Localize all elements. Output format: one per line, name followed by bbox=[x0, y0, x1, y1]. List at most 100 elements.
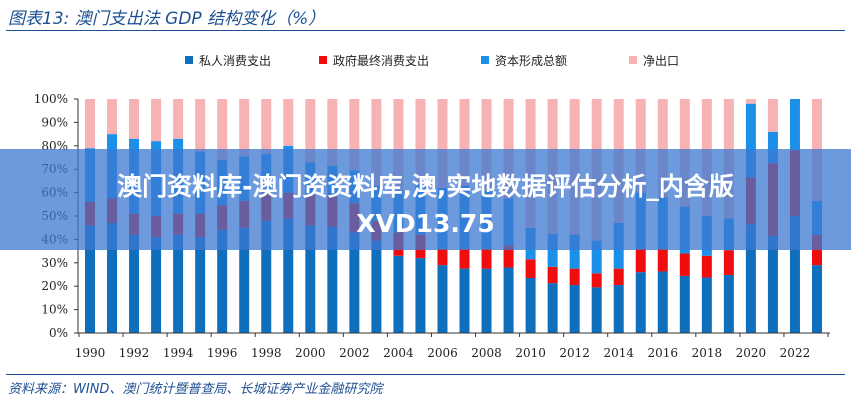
chart-title: 图表13: 澳门支出法 GDP 结构变化（%） bbox=[8, 9, 326, 29]
bar-segment bbox=[195, 237, 206, 333]
bar-segment bbox=[393, 99, 404, 191]
bar-segment bbox=[745, 224, 756, 333]
x-tick-label: 1998 bbox=[251, 346, 282, 360]
bar-segment bbox=[613, 285, 624, 333]
x-tick-label: 2022 bbox=[780, 346, 811, 360]
bar-segment bbox=[283, 99, 294, 146]
bar-segment bbox=[591, 273, 602, 288]
bar-segment bbox=[459, 248, 470, 269]
x-tick-label: 1994 bbox=[163, 346, 194, 360]
bar-segment bbox=[503, 99, 514, 199]
bar-segment bbox=[371, 99, 382, 186]
overlay-banner: 澳门资料库-澳门资资料库,澳,实地数据评估分析_内含版 XVD13.75 bbox=[0, 149, 851, 250]
banner-line-2: XVD13.75 bbox=[356, 209, 495, 238]
bar-segment bbox=[701, 277, 712, 333]
bar-segment bbox=[547, 234, 558, 267]
bar-segment bbox=[151, 237, 162, 333]
bar-segment bbox=[195, 99, 206, 152]
x-tick-label: 2016 bbox=[648, 346, 679, 360]
bar-segment bbox=[701, 255, 712, 278]
title-divider bbox=[6, 30, 845, 31]
y-tick-label: 0% bbox=[49, 326, 68, 340]
bar-segment bbox=[525, 278, 536, 333]
bar-segment bbox=[173, 99, 184, 139]
legend-label: 净出口 bbox=[643, 54, 679, 68]
bar-segment bbox=[723, 250, 734, 275]
legend-swatch bbox=[481, 56, 489, 64]
y-tick-label: 10% bbox=[41, 303, 68, 317]
bar-segment bbox=[789, 99, 800, 151]
bar-segment bbox=[767, 131, 778, 164]
bar-segment bbox=[569, 268, 580, 286]
bar-segment bbox=[85, 225, 95, 333]
bar-segment bbox=[151, 99, 162, 142]
bar-segment bbox=[415, 99, 426, 184]
bar-segment bbox=[217, 99, 228, 160]
bar-segment bbox=[217, 230, 228, 333]
bar-segment bbox=[503, 267, 514, 333]
bar-segment bbox=[635, 272, 646, 333]
bar-segment bbox=[767, 99, 778, 132]
bar-segment bbox=[679, 253, 690, 276]
x-tick-label: 1996 bbox=[207, 346, 238, 360]
bar-segment bbox=[261, 220, 272, 333]
x-tick-label: 2008 bbox=[471, 346, 502, 360]
bar-segment bbox=[481, 248, 492, 269]
bar-segment bbox=[591, 240, 602, 274]
x-tick-label: 1992 bbox=[119, 346, 150, 360]
bar-segment bbox=[327, 226, 338, 333]
bar-segment bbox=[129, 99, 140, 139]
bar-segment bbox=[459, 99, 470, 186]
bar-segment bbox=[569, 234, 580, 269]
y-tick-label: 90% bbox=[41, 115, 68, 129]
legend-label: 资本形成总额 bbox=[495, 54, 567, 68]
bar-segment bbox=[481, 268, 492, 333]
bar-segment bbox=[635, 248, 646, 273]
bar-segment bbox=[569, 285, 580, 333]
bar-segment bbox=[657, 248, 668, 272]
bar-segment bbox=[393, 255, 404, 333]
y-tick-label: 30% bbox=[41, 256, 68, 270]
bar-segment bbox=[745, 99, 756, 104]
bar-segment bbox=[657, 99, 668, 198]
x-tick-label: 2010 bbox=[515, 346, 546, 360]
bar-segment bbox=[371, 240, 382, 333]
bar-segment bbox=[503, 245, 514, 268]
bar-segment bbox=[349, 232, 360, 333]
legend-swatch bbox=[319, 56, 327, 64]
source-divider bbox=[6, 374, 845, 375]
y-tick-label: 20% bbox=[41, 279, 68, 293]
bar-segment bbox=[635, 99, 646, 193]
bar-segment bbox=[657, 271, 668, 333]
bar-segment bbox=[547, 283, 558, 333]
x-tick-label: 2020 bbox=[736, 346, 767, 360]
source-note: 资料来源：WIND、澳门统计暨普查局、长城证券产业金融研究院 bbox=[8, 382, 383, 397]
x-tick-label: 2006 bbox=[427, 346, 458, 360]
bar-segment bbox=[239, 227, 250, 333]
bar-segment bbox=[173, 234, 184, 333]
x-tick-label: 2018 bbox=[692, 346, 723, 360]
bar-segment bbox=[107, 223, 118, 333]
bar-segment bbox=[591, 287, 602, 333]
bar-segment bbox=[327, 99, 338, 166]
bar-segment bbox=[85, 99, 95, 149]
bar-segment bbox=[107, 99, 118, 135]
x-tick-label: 2014 bbox=[603, 346, 634, 360]
bar-segment bbox=[305, 99, 316, 163]
bar-segment bbox=[811, 265, 822, 333]
bar-segment bbox=[437, 99, 448, 188]
bar-segment bbox=[437, 265, 448, 333]
bar-segment bbox=[349, 99, 360, 171]
bar-segment bbox=[767, 235, 778, 333]
bar-segment bbox=[415, 258, 426, 333]
bar-segment bbox=[547, 266, 558, 284]
bar-segment bbox=[723, 274, 734, 333]
bar-segment bbox=[789, 216, 800, 333]
x-tick-label: 1990 bbox=[75, 346, 106, 360]
bar-segment bbox=[283, 218, 294, 333]
bar-segment bbox=[437, 248, 448, 266]
bar-segment bbox=[459, 268, 470, 333]
x-tick-label: 2000 bbox=[295, 346, 326, 360]
legend-swatch bbox=[629, 56, 637, 64]
